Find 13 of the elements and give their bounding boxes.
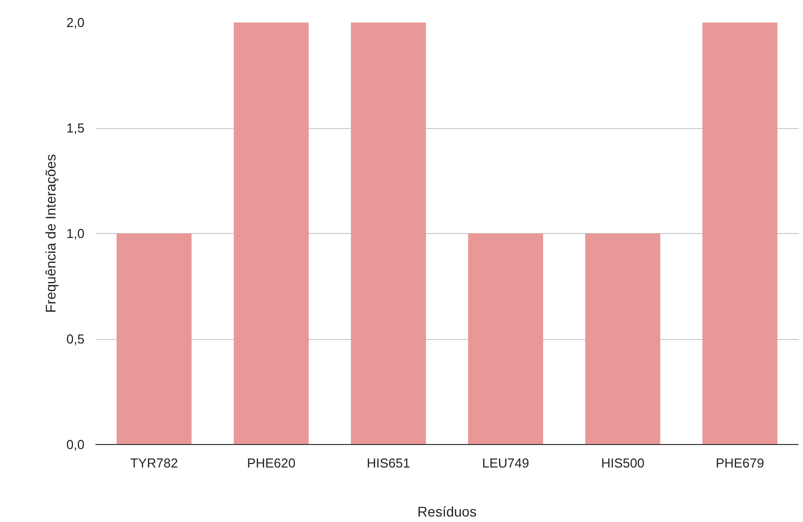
y-tick-label: 0,0 — [66, 437, 85, 452]
x-tick-label: LEU749 — [482, 456, 530, 470]
y-axis-title: Frequência de Interações — [42, 154, 58, 313]
y-tick-label: 2,0 — [66, 15, 85, 30]
x-tick-label: PHE679 — [716, 456, 764, 470]
x-tick-label: PHE620 — [247, 456, 296, 470]
y-tick-label: 0,5 — [66, 332, 85, 346]
x-tick-label: HIS500 — [601, 456, 644, 470]
x-tick-label: TYR782 — [130, 456, 178, 470]
y-tick-label: 1,0 — [66, 226, 85, 241]
y-tick-label: 1,5 — [66, 120, 85, 136]
x-axis-title: Resíduos — [417, 504, 477, 520]
x-tick-label: HIS651 — [366, 456, 410, 470]
